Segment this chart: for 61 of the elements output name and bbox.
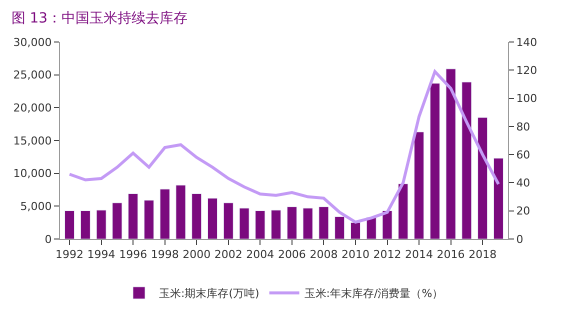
x-tick-label: 1996 [119,248,148,262]
bar [493,158,504,239]
x-tick-label: 2008 [310,248,338,262]
bar [80,210,90,239]
x-tick-label: 2012 [373,248,402,262]
y-tick-label: 0 [44,232,52,246]
bar [271,210,282,239]
x-tick-label: 2018 [468,248,497,262]
bar [318,206,329,239]
x-tick-label: 2000 [182,248,211,262]
bar [382,210,392,239]
x-tick-label: 1998 [150,248,179,262]
y2-tick-label: 20 [516,204,530,218]
bar [176,184,186,239]
bar [446,68,456,239]
y2-tick-label: 100 [516,92,538,106]
bar [430,83,440,239]
x-tick-label: 1994 [87,248,116,262]
bar [128,193,138,239]
bar [414,132,424,239]
legend-label: 玉米:年末库存/消费量（%） [304,287,444,300]
y2-tick-label: 140 [516,36,538,49]
y-tick-label: 10,000 [13,167,52,180]
x-tick-label: 2006 [278,248,306,262]
bar [334,216,345,239]
bar [286,206,297,239]
bar [398,184,408,239]
x-tick-label: 2014 [405,248,434,262]
bar [366,217,376,239]
x-tick-label: 2002 [214,248,242,262]
bar [144,200,154,239]
bar [350,222,361,239]
line-series [68,70,500,224]
legend-label: 玉米:期末库存(万吨) [159,287,260,300]
x-tick-label: 2016 [436,248,465,262]
y-tick-label: 20,000 [13,102,52,115]
bar [255,210,266,239]
bar [462,82,472,239]
bar [207,198,218,239]
bar [478,117,488,239]
x-tick-label: 2004 [246,248,274,262]
y2-tick-label: 120 [516,64,538,77]
chart-title: 图 13：中国玉米持续去库存 [11,10,188,27]
y2-tick-label: 80 [516,120,530,134]
bar [223,202,234,239]
bar [239,208,250,239]
x-tick-label: 2010 [341,248,370,262]
y2-tick-label: 60 [516,148,530,162]
y-tick-label: 25,000 [13,68,52,82]
y2-tick-label: 0 [516,232,524,246]
bar [302,208,313,239]
bar [112,202,122,239]
bar [96,210,106,239]
bar [64,210,75,239]
x-tick-label: 1992 [56,248,84,262]
bar [192,193,202,239]
y-tick-label: 5,000 [20,200,52,214]
y-tick-label: 15,000 [13,134,52,148]
bar [160,188,170,239]
y-tick-label: 30,000 [13,36,52,49]
y2-tick-label: 40 [516,176,530,190]
